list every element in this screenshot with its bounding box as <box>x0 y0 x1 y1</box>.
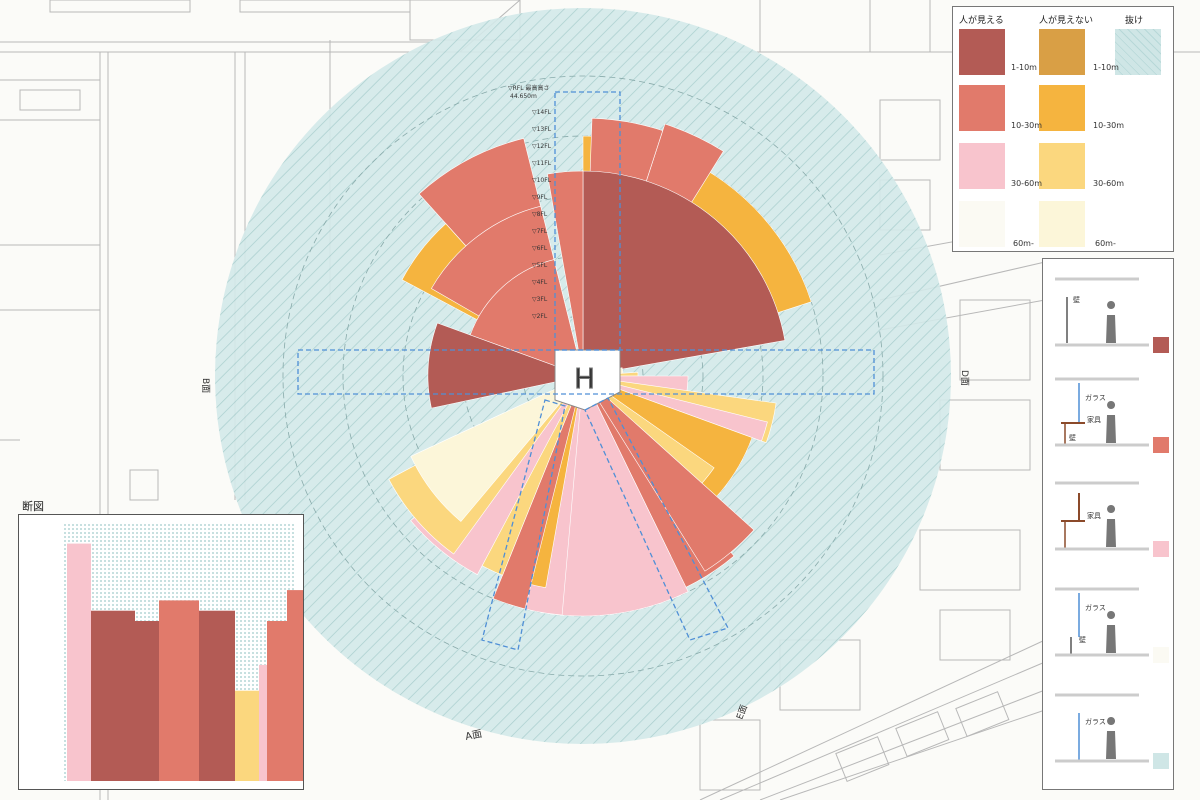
floor-frame-outlines <box>297 91 875 651</box>
floor-top-label: ▽RFL 最高高さ <box>508 84 550 92</box>
condition-3-swatch <box>1153 541 1169 557</box>
floor-label: ▽5FL <box>532 262 548 269</box>
h-mark: H <box>574 362 595 395</box>
floor-labels: ▽14FL ▽13FL ▽12FL ▽11FL ▽10FL ▽9FL ▽8FL ▽7FL ▽6F… <box>532 109 552 320</box>
section-bar <box>267 621 287 781</box>
condition-4-swatch <box>1153 647 1169 663</box>
section-bars <box>67 543 311 781</box>
condition-1-label-1: 壁 <box>1073 296 1080 304</box>
legend-range-2b: 10-30m <box>1093 121 1125 130</box>
visibility-sector <box>582 170 786 377</box>
visibility-sector <box>427 322 585 409</box>
legend-swatch-visible-4 <box>959 201 1005 247</box>
e-face-label: E面 <box>734 703 749 721</box>
condition-4-label-1: ガラス <box>1085 604 1106 612</box>
floor-label: ▽2FL <box>532 313 548 320</box>
legend-range-4b: 60m- <box>1095 239 1116 248</box>
condition-figure-5 <box>1055 693 1149 763</box>
legend-range-1a: 1-10m <box>1011 63 1037 72</box>
legend-range-4a: 60m- <box>1013 239 1034 248</box>
condition-panels: 壁 ガラス 家具 壁 家具 <box>1042 258 1174 790</box>
visibility-sector <box>492 375 584 610</box>
condition-panel-1: 壁 <box>1049 267 1169 357</box>
condition-2-label-1: ガラス <box>1085 394 1106 402</box>
section-bar <box>235 690 259 781</box>
legend-swatch-visible-3 <box>959 143 1005 189</box>
legend-swatch-hidden-4 <box>1039 201 1085 247</box>
floor-label: ▽7FL <box>532 228 548 235</box>
floor-top-height: 44.650m <box>510 93 537 100</box>
visibility-sector <box>582 375 755 572</box>
condition-panel-5: ガラス <box>1049 683 1169 773</box>
condition-5-swatch <box>1153 753 1169 769</box>
condition-figure-3 <box>1055 481 1149 551</box>
legend-range-2a: 10-30m <box>1011 121 1043 130</box>
section-chart <box>63 523 311 781</box>
legend-swatch-hidden-1 <box>1039 29 1085 75</box>
floor-label: ▽6FL <box>532 245 548 252</box>
floor-label: ▽3FL <box>532 296 548 303</box>
legend-header-visible: 人が見える <box>959 16 1004 26</box>
condition-panel-3: 家具 <box>1049 471 1169 561</box>
legend-swatch-visible-2 <box>959 85 1005 131</box>
condition-panel-4: ガラス 壁 <box>1049 577 1169 667</box>
visibility-sector <box>582 375 768 442</box>
condition-figure-1 <box>1055 277 1149 347</box>
condition-5-label-1: ガラス <box>1085 718 1106 726</box>
a-face-label: A面 <box>464 729 483 743</box>
condition-panel-2: ガラス 家具 壁 <box>1049 367 1169 457</box>
floor-label: ▽8FL <box>532 211 548 218</box>
condition-2-label-2: 家具 <box>1087 416 1101 424</box>
condition-2-swatch <box>1153 437 1169 453</box>
section-bar <box>199 610 235 781</box>
condition-2-label-3: 壁 <box>1069 434 1076 442</box>
section-title: 断図 <box>20 498 46 514</box>
section-bar <box>159 600 199 781</box>
legend-swatch-visible-1 <box>959 29 1005 75</box>
condition-1-swatch <box>1153 337 1169 353</box>
legend-range-3b: 30-60m <box>1093 179 1125 188</box>
floor-label: ▽11FL <box>532 160 552 167</box>
section-bar <box>287 590 311 781</box>
condition-3-label-1: 家具 <box>1087 512 1101 520</box>
legend-range-1b: 1-10m <box>1093 63 1119 72</box>
section-bar <box>135 621 159 781</box>
legend-range-3a: 30-60m <box>1011 179 1043 188</box>
b-face-label: B面 <box>200 378 211 393</box>
legend-swatch-hidden-3 <box>1039 143 1085 189</box>
floor-label: ▽12FL <box>532 143 552 150</box>
floor-label: ▽13FL <box>532 126 552 133</box>
floor-label: ▽9FL <box>532 194 548 201</box>
floor-label: ▽14FL <box>532 109 552 116</box>
visibility-sector <box>410 375 584 522</box>
d-face-label: D面 <box>959 370 970 386</box>
floor-label: ▽4FL <box>532 279 548 286</box>
section-diagram <box>18 514 311 790</box>
condition-figure-4 <box>1055 587 1149 657</box>
legend-header-open: 抜け <box>1125 16 1144 26</box>
legend-header-not-visible: 人が見えない <box>1039 16 1094 26</box>
floor-label: ▽10FL <box>532 177 552 184</box>
section-bar <box>67 543 91 781</box>
section-bar <box>259 664 267 781</box>
condition-4-label-2: 壁 <box>1079 636 1086 644</box>
legend-swatch-hidden-2 <box>1039 85 1085 131</box>
condition-figure-2 <box>1055 377 1149 447</box>
legend-swatch-open <box>1115 29 1161 75</box>
visibility-sector <box>547 170 584 377</box>
section-bar <box>91 610 135 781</box>
color-legend: 人が見える 人が見えない 抜け 1-10m 1-10m 10-30m 10-30… <box>952 6 1174 252</box>
